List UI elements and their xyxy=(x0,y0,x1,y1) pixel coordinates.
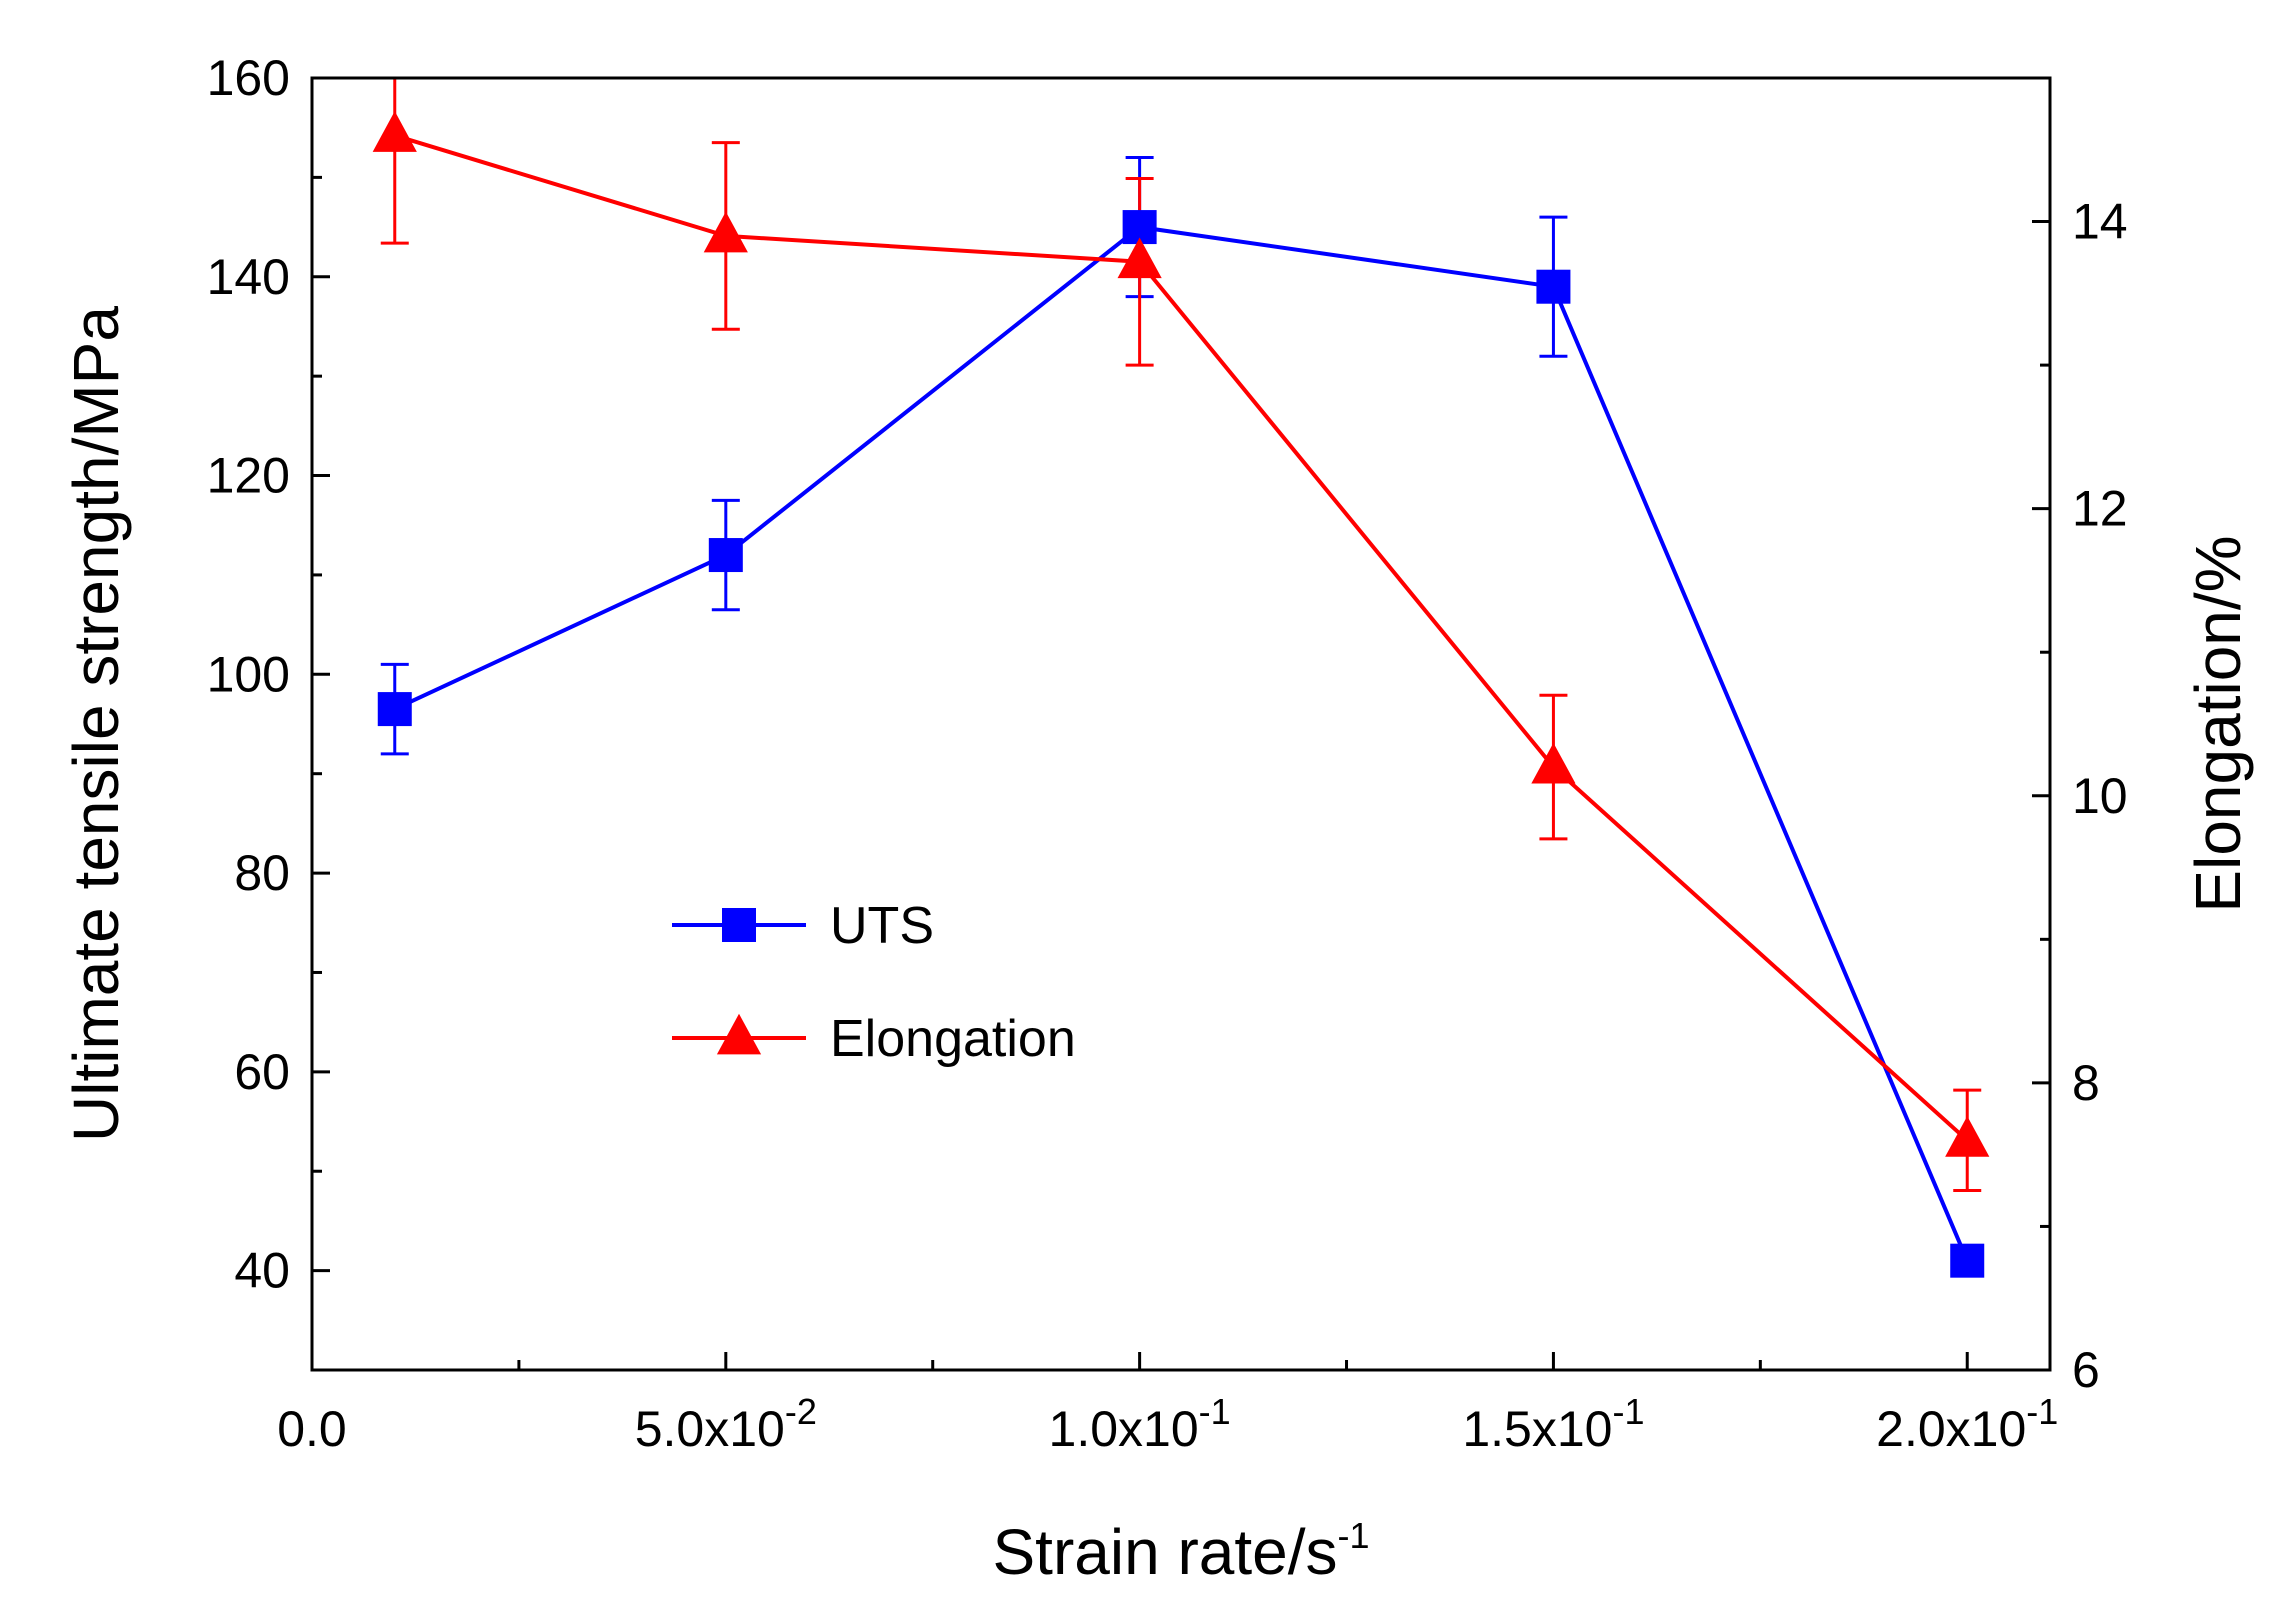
x-tick-label-base: 2.0x10 xyxy=(1876,1401,2026,1457)
data-point-uts xyxy=(377,692,412,727)
legend-marker-elongation xyxy=(716,1013,762,1055)
x-tick-label-base: 0.0 xyxy=(277,1401,347,1457)
x-tick-label-superscript: -1 xyxy=(2026,1391,2058,1432)
x-axis-title-text: Strain rate/s xyxy=(992,1516,1337,1588)
axes-layer: 0.0 5.0x10-2 1.0x10-1 1.5x10-1 2.0x10-140608… xyxy=(207,50,2128,1457)
data-point-uts xyxy=(1536,269,1571,304)
y-left-axis-title: Ultimate tensile strength/MPa xyxy=(60,306,132,1142)
y-left-tick-label: 40 xyxy=(234,1243,290,1299)
legend-marker-uts xyxy=(722,908,756,942)
y-right-tick-label: 12 xyxy=(2072,481,2128,537)
data-point-elongation xyxy=(372,111,417,152)
x-tick-label-superscript: -1 xyxy=(1199,1391,1231,1432)
x-tick-label-base: 1.5x10 xyxy=(1462,1401,1612,1457)
x-tick-label: 0.0 xyxy=(277,1401,347,1457)
y-left-tick-label: 60 xyxy=(234,1044,290,1100)
data-point-uts xyxy=(708,538,743,573)
x-tick-label-base: 5.0x10 xyxy=(635,1401,785,1457)
x-tick-label-base: 1.0x10 xyxy=(1049,1401,1199,1457)
y-right-tick-label: 6 xyxy=(2072,1342,2100,1398)
y-right-tick-label: 8 xyxy=(2072,1055,2100,1111)
data-point-elongation xyxy=(1117,237,1162,279)
x-tick-label: 1.5x10-1 xyxy=(1462,1391,1644,1457)
y-left-tick-label: 100 xyxy=(207,646,290,702)
legend-label-elongation: Elongation xyxy=(830,1010,1076,1068)
y-left-tick-label: 120 xyxy=(207,448,290,504)
legend: UTS Elongation xyxy=(672,897,1076,1068)
y-left-tick-label: 80 xyxy=(234,845,290,901)
legend-label-uts: UTS xyxy=(830,897,934,955)
y-left-tick-label: 160 xyxy=(207,50,290,106)
x-axis-title-superscript: -1 xyxy=(1338,1515,1370,1556)
x-tick-label-superscript: -2 xyxy=(785,1391,817,1432)
plot-frame xyxy=(310,76,2052,1372)
series-layer xyxy=(372,76,1990,1278)
data-point-elongation xyxy=(1945,1116,1990,1157)
y-right-tick-label: 14 xyxy=(2072,194,2128,250)
x-tick-label-superscript: -1 xyxy=(1612,1391,1644,1432)
y-right-tick-label: 10 xyxy=(2072,768,2128,824)
x-tick-label: 2.0x10-1 xyxy=(1876,1391,2058,1457)
data-point-elongation xyxy=(703,211,748,253)
x-tick-label: 1.0x10-1 xyxy=(1049,1391,1231,1457)
y-right-axis-title: Elongation/% xyxy=(2182,535,2254,912)
data-point-uts xyxy=(1950,1243,1985,1278)
y-left-tick-label: 140 xyxy=(207,249,290,305)
markers-elongation xyxy=(372,111,1990,1157)
data-point-elongation xyxy=(1531,742,1576,784)
x-tick-label: 5.0x10-2 xyxy=(635,1391,817,1457)
x-axis-title: Strain rate/s-1 xyxy=(992,1515,1369,1588)
